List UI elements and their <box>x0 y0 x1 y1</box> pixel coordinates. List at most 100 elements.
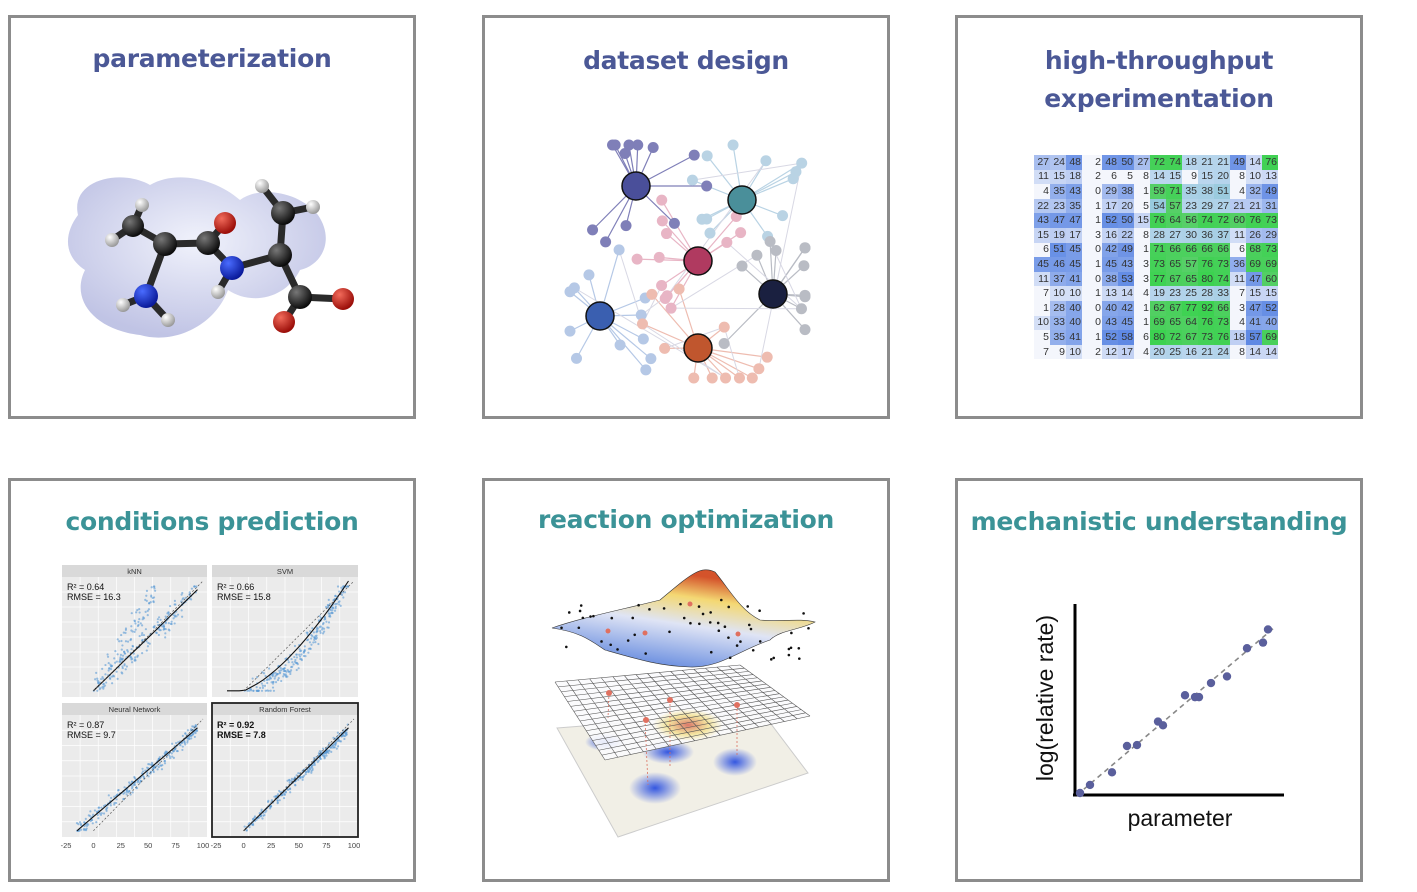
data-point <box>1258 638 1268 647</box>
heatmap-cell: 80 <box>1150 330 1166 345</box>
heatmap-cell: 42 <box>1118 300 1134 316</box>
heatmap-cell: 73 <box>1214 257 1230 272</box>
heatmap-cell: 9 <box>1182 169 1198 185</box>
heatmap-cell: 76 <box>1198 315 1214 331</box>
heatmap-cell: 8 <box>1134 227 1150 243</box>
heatmap-cell: 51 <box>1214 184 1230 199</box>
heatmap-cell: 5 <box>1034 330 1050 345</box>
heatmap-cell: 23 <box>1050 198 1066 214</box>
network-node <box>799 289 811 301</box>
heatmap-cell: 28 <box>1198 286 1214 301</box>
heatmap-cell: 60 <box>1230 213 1246 228</box>
heatmap-row: 6 51 45 0 42 49 1 71 66 66 66 66 6 68 73 <box>1034 242 1278 258</box>
heatmap-cell: 4 <box>1034 184 1050 199</box>
network-hub-node <box>758 279 788 309</box>
heatmap-cell: 25 <box>1182 286 1198 301</box>
network-node <box>587 224 599 236</box>
heatmap-cell: 41 <box>1246 315 1262 331</box>
heatmap-cell: 40 <box>1102 300 1118 316</box>
heatmap-cell: 20 <box>1118 198 1134 214</box>
heatmap-cell: 57 <box>1246 330 1262 345</box>
heatmap-cell: 29 <box>1198 198 1214 214</box>
network-node <box>659 342 671 354</box>
heatmap-cell: 27 <box>1166 227 1182 243</box>
heatmap-cell: 37 <box>1050 271 1066 287</box>
network-node <box>636 318 648 330</box>
heatmap-cell: 76 <box>1198 257 1214 272</box>
facet-rmse: RMSE = 7.8 <box>217 730 266 740</box>
heatmap-cell: 6 <box>1034 242 1050 258</box>
heatmap-cell: 47 <box>1050 213 1066 228</box>
heatmap-cell: 36 <box>1230 257 1246 272</box>
heatmap-cell: 65 <box>1166 315 1182 331</box>
heatmap-row: 1 28 40 0 40 42 1 62 67 77 92 66 3 47 52 <box>1034 300 1278 316</box>
network-node <box>688 372 700 384</box>
heatmap-row: 43 47 47 1 52 50 15 76 64 56 74 72 60 76 73 <box>1034 213 1278 228</box>
heatmap-cell: 4 <box>1230 184 1246 199</box>
network-node <box>637 333 649 345</box>
heatmap-cell: 73 <box>1198 330 1214 345</box>
heatmap-cell: 50 <box>1118 155 1134 170</box>
hte-heatmap: 27 24 48 2 48 50 27 72 74 18 21 21 49 14 76 11 15 18 2 6 5 8 1… <box>1030 152 1290 366</box>
heatmap-cell: 1 <box>1082 198 1102 214</box>
optimization-illustration <box>551 569 816 838</box>
heatmap-cell: 59 <box>1150 184 1166 199</box>
heatmap-cell: 47 <box>1246 271 1262 287</box>
heatmap-cell: 65 <box>1182 271 1198 287</box>
heatmap-cell: 9 <box>1050 344 1066 360</box>
heatmap-cell: 50 <box>1118 213 1134 228</box>
heatmap-cell: 17 <box>1102 198 1118 214</box>
panel-title: conditions prediction <box>65 507 359 536</box>
heatmap-cell: 1 <box>1082 213 1102 228</box>
facet-label: Neural Network <box>109 705 161 714</box>
panel-title-line2: experimentation <box>1044 84 1274 113</box>
heatmap-cell: 71 <box>1150 242 1166 258</box>
heatmap-cell: 36 <box>1198 227 1214 243</box>
heatmap-cell: 15 <box>1246 286 1262 301</box>
heatmap-cell: 52 <box>1102 213 1118 228</box>
heatmap-cell: 13 <box>1102 286 1118 301</box>
heatmap-cell: 6 <box>1230 242 1246 258</box>
heatmap-cell: 77 <box>1182 300 1198 316</box>
data-point <box>1242 644 1252 653</box>
heatmap-cell: 40 <box>1262 315 1278 331</box>
network-node <box>656 280 668 292</box>
hte-heatmap-table: 27 24 48 2 48 50 27 72 74 18 21 21 49 14 76 11 15 18 2 6 5 8 1… <box>1034 155 1278 360</box>
x-tick-label: 50 <box>295 841 303 850</box>
network-node <box>798 260 810 272</box>
heatmap-cell: 14 <box>1150 169 1166 185</box>
heatmap-cell: 43 <box>1034 213 1050 228</box>
x-tick-label: 100 <box>197 841 210 850</box>
heatmap-cell: 37 <box>1214 227 1230 243</box>
data-point <box>1132 740 1142 750</box>
heatmap-cell: 73 <box>1150 257 1166 272</box>
heatmap-cell: 6 <box>1134 330 1150 345</box>
data-point <box>1158 721 1168 730</box>
facet-rmse: RMSE = 16.3 <box>67 592 121 602</box>
heatmap-cell: 8 <box>1134 169 1150 185</box>
network-node <box>646 288 658 300</box>
heatmap-cell: 47 <box>1246 300 1262 316</box>
facet-rmse: RMSE = 15.8 <box>217 592 271 602</box>
heatmap-cell: 11 <box>1034 271 1050 287</box>
network-node <box>645 353 657 365</box>
heatmap-cell: 53 <box>1118 271 1134 287</box>
network-node <box>620 220 632 232</box>
network-node <box>736 260 748 272</box>
heatmap-cell: 35 <box>1182 184 1198 199</box>
heatmap-cell: 27 <box>1034 155 1050 170</box>
data-point <box>1222 672 1232 681</box>
heatmap-cell: 3 <box>1134 271 1150 287</box>
heatmap-cell: 3 <box>1082 227 1102 243</box>
heatmap-cell: 21 <box>1230 198 1246 214</box>
heatmap-cell: 20 <box>1150 344 1166 360</box>
heatmap-cell: 35 <box>1050 184 1066 199</box>
heatmap-cell: 60 <box>1262 271 1278 287</box>
data-point <box>1085 780 1095 790</box>
heatmap-row: 27 24 48 2 48 50 27 72 74 18 21 21 49 14 76 <box>1034 155 1278 170</box>
heatmap-row: 22 23 35 1 17 20 5 54 57 23 29 27 21 21 31 <box>1034 198 1278 214</box>
heatmap-cell: 1 <box>1134 315 1150 331</box>
x-axis-label: parameter <box>1128 805 1233 831</box>
heatmap-cell: 11 <box>1230 271 1246 287</box>
